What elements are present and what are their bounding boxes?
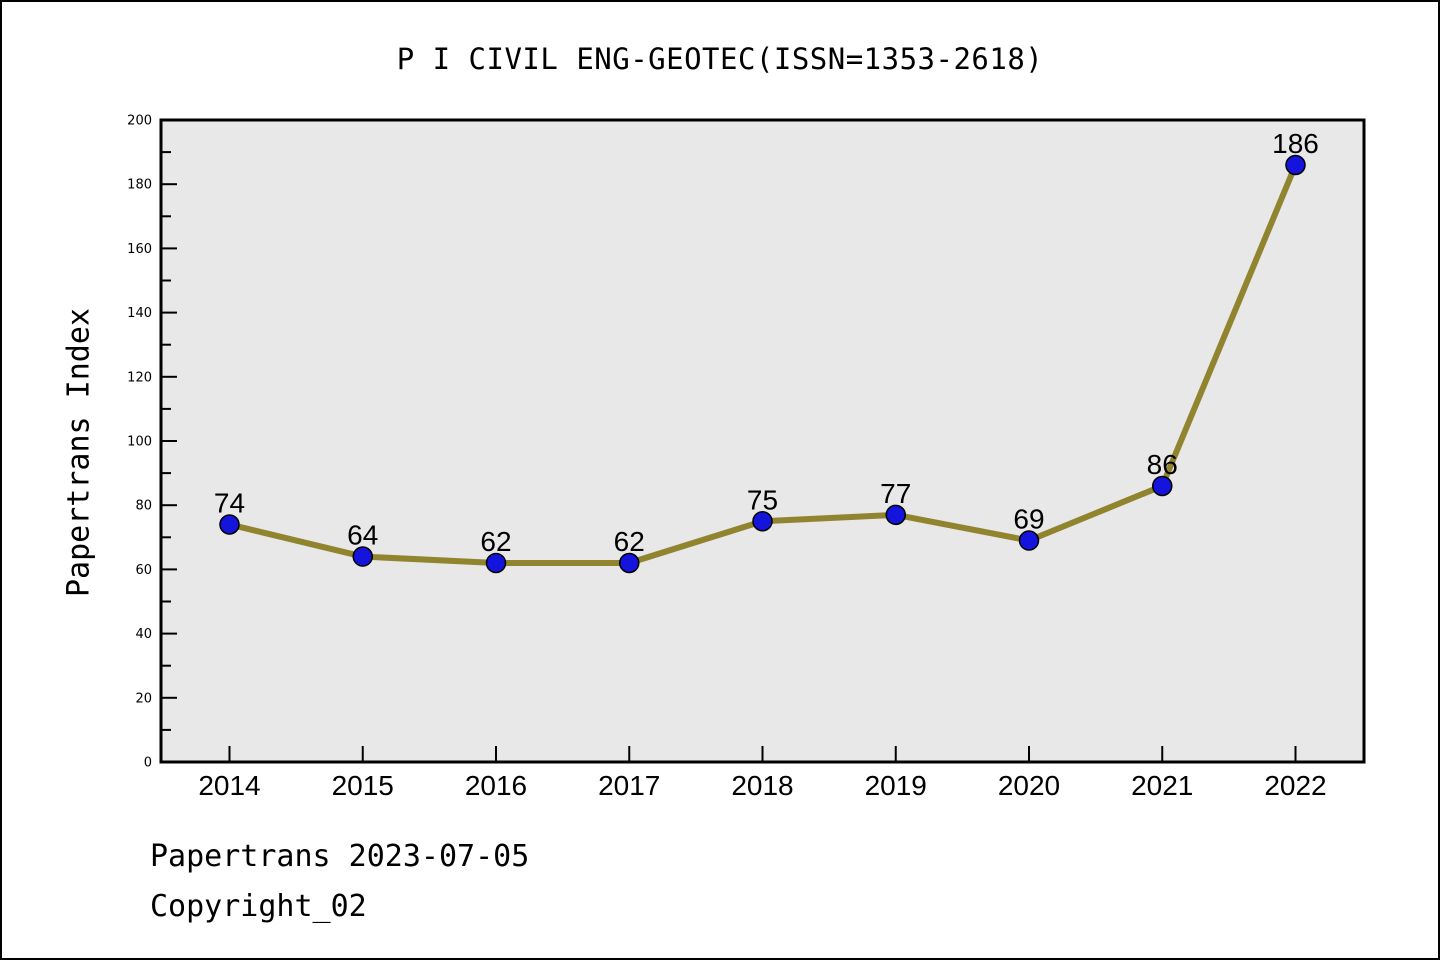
y-tick-label: 80 xyxy=(135,499,152,514)
x-tick-label: 2018 xyxy=(731,770,793,801)
data-point xyxy=(485,552,507,574)
x-tick-label: 2016 xyxy=(465,770,527,801)
plot-area xyxy=(159,118,1366,764)
footer-date: Papertrans 2023-07-05 xyxy=(150,839,530,874)
y-tick-label: 140 xyxy=(127,306,152,321)
footer-copyright: Copyright_02 xyxy=(150,889,367,924)
data-point xyxy=(1018,530,1040,551)
x-tick-label: 2020 xyxy=(998,770,1060,801)
point-label: 186 xyxy=(1272,128,1319,159)
x-tick-label: 2017 xyxy=(598,770,660,801)
y-tick-label: 120 xyxy=(127,370,152,385)
point-label: 64 xyxy=(347,520,378,551)
data-point xyxy=(619,552,640,574)
x-tick-label: 2021 xyxy=(1131,770,1193,801)
y-tick-label: 160 xyxy=(127,242,152,257)
point-label: 74 xyxy=(214,487,245,518)
point-label: 75 xyxy=(747,484,778,515)
y-tick-label: 60 xyxy=(135,563,152,578)
point-label: 62 xyxy=(614,526,645,557)
data-point xyxy=(752,511,773,532)
data-point xyxy=(1285,154,1306,176)
data-point xyxy=(219,514,240,535)
y-tick-label: 40 xyxy=(135,627,152,642)
point-label: 62 xyxy=(480,526,511,557)
y-tick-label: 180 xyxy=(127,178,152,193)
x-tick-label: 2015 xyxy=(332,770,394,801)
x-tick-label: 2019 xyxy=(865,770,927,801)
data-point xyxy=(352,546,373,567)
data-point xyxy=(1152,475,1173,497)
y-tick-label: 0 xyxy=(144,756,152,771)
chart-title: P I CIVIL ENG-GEOTEC(ISSN=1353-2618) xyxy=(396,42,1044,76)
point-label: 77 xyxy=(880,478,911,509)
point-label: 86 xyxy=(1147,449,1178,480)
y-tick-label: 20 xyxy=(135,691,152,706)
x-tick-label: 2022 xyxy=(1264,770,1326,801)
point-label: 69 xyxy=(1013,504,1044,535)
x-tick-label: 2014 xyxy=(198,770,260,801)
y-tick-label: 200 xyxy=(127,114,152,129)
data-point xyxy=(885,504,906,526)
y-tick-label: 100 xyxy=(127,435,152,450)
